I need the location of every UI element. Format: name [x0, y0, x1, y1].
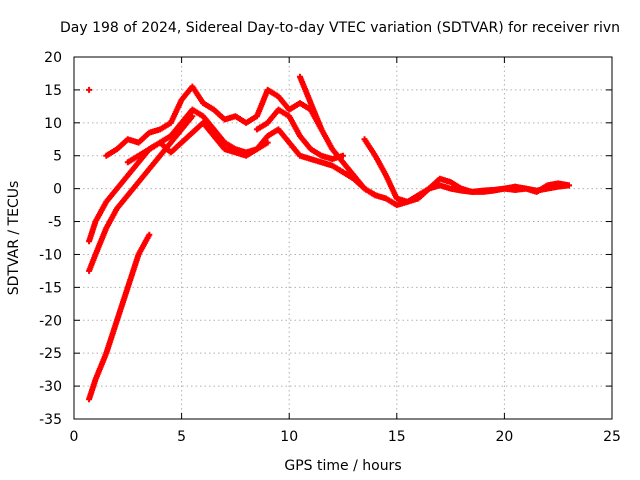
- series-track-2: [86, 113, 196, 274]
- series-track-6: [253, 106, 346, 163]
- x-tick-label: 25: [603, 429, 621, 445]
- grid-lines: [74, 57, 612, 419]
- series-track-4: [103, 83, 325, 159]
- y-tick-label: -35: [39, 412, 62, 428]
- series-track-1: [86, 231, 153, 403]
- x-tick-label: 0: [70, 429, 79, 445]
- x-tick-label: 10: [280, 429, 298, 445]
- series-track-3: [86, 106, 271, 245]
- y-tick-label: -20: [39, 313, 62, 329]
- data-series: [86, 73, 572, 403]
- axis-ticks: 0 5 10 15 20 25 -35 -30 -25 -20 -15 -10 -5 0 5 10 15 20: [39, 50, 621, 445]
- y-axis-label: SDTVAR / TECUs: [6, 181, 22, 296]
- y-tick-label: -10: [39, 247, 62, 263]
- y-tick-label: -25: [39, 346, 62, 362]
- data-point: [86, 86, 93, 93]
- chart-title: Day 198 of 2024, Sidereal Day-to-day VTE…: [60, 20, 620, 36]
- y-tick-label: 5: [53, 149, 62, 165]
- x-tick-label: 20: [495, 429, 513, 445]
- y-tick-label: 20: [44, 50, 62, 66]
- y-tick-label: 10: [44, 116, 62, 132]
- data-point: [146, 231, 153, 238]
- y-tick-label: -5: [48, 215, 62, 231]
- data-point: [565, 182, 572, 189]
- x-axis-label: GPS time / hours: [284, 458, 401, 474]
- y-tick-label: 0: [53, 182, 62, 198]
- series-outlier: [86, 86, 93, 93]
- x-tick-label: 5: [177, 429, 186, 445]
- plot-frame: [73, 56, 613, 420]
- series-track-8: [361, 136, 572, 205]
- y-tick-label: 15: [44, 83, 62, 99]
- y-tick-label: -15: [39, 280, 62, 296]
- y-tick-label: -30: [39, 379, 62, 395]
- x-tick-label: 15: [388, 429, 406, 445]
